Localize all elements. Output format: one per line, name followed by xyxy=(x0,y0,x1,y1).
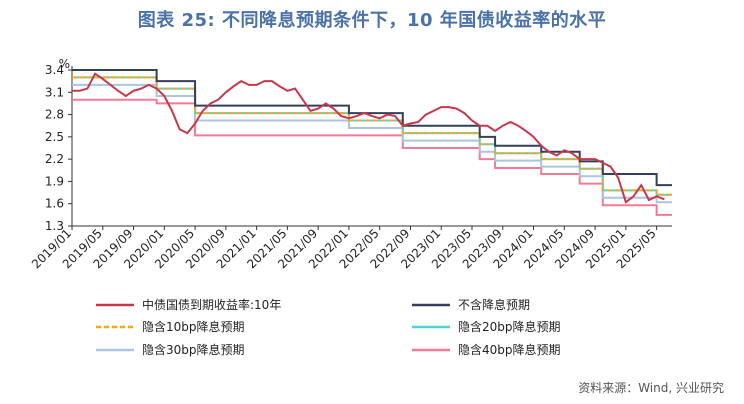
y-tick-label: 2.8 xyxy=(45,108,64,122)
legend-label: 隐含30bp降息预期 xyxy=(142,342,245,357)
y-tick-label: 1.6 xyxy=(45,197,64,211)
legend-label: 隐含20bp降息预期 xyxy=(458,319,561,334)
series-line-yield xyxy=(72,72,665,204)
legend-label: 隐含10bp降息预期 xyxy=(142,319,245,334)
y-tick-label: 1.9 xyxy=(45,174,64,188)
source-note: 资料来源：Wind, 兴业研究 xyxy=(578,381,724,395)
y-tick-label: 2.2 xyxy=(45,152,64,166)
y-unit-label: % xyxy=(59,57,70,71)
series-line-不含降息预期 xyxy=(72,69,672,187)
legend-label: 不含降息预期 xyxy=(458,297,530,312)
y-tick-label: 3.1 xyxy=(45,85,64,99)
y-tick-label: 3.4 xyxy=(45,63,64,77)
y-tick-label: 2.5 xyxy=(45,130,64,144)
chart-title: 图表 25: 不同降息预期条件下，10 年国债收益率的水平 xyxy=(137,10,607,31)
legend-label: 中债国债到期收益率:10年 xyxy=(142,297,281,312)
y-tick-label: 1.3 xyxy=(45,219,64,233)
legend-label: 隐含40bp降息预期 xyxy=(458,342,561,357)
